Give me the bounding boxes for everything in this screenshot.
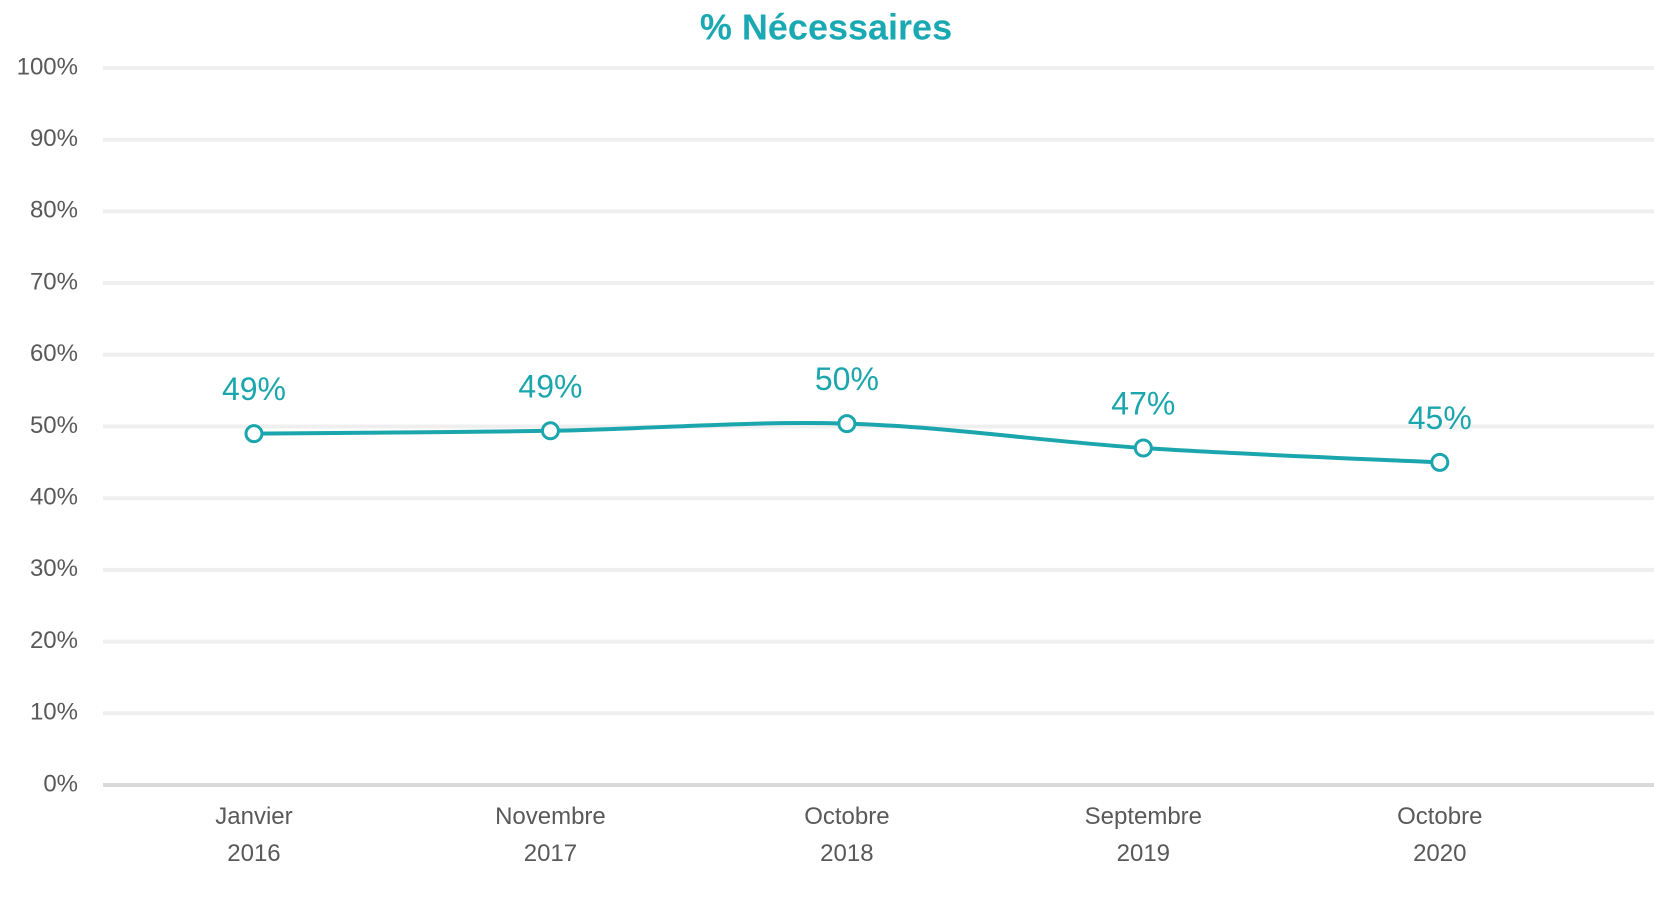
- y-tick-label: 40%: [30, 484, 78, 511]
- y-tick-label: 90%: [30, 125, 78, 152]
- point: [540, 421, 560, 441]
- x-tick-label: Septembre 2019: [1085, 803, 1202, 867]
- point: [244, 424, 264, 444]
- chart-title: % Nécessaires: [700, 7, 952, 48]
- y-tick-label: 20%: [30, 627, 78, 654]
- y-tick-label: 50%: [30, 412, 78, 439]
- x-tick-label: Novembre 2017: [495, 803, 606, 867]
- x-tick-label: Octobre 2018: [804, 803, 889, 867]
- data-label: 49%: [518, 368, 582, 404]
- point: [837, 414, 857, 434]
- data-label: 50%: [815, 361, 879, 397]
- y-tick-label: 70%: [30, 268, 78, 295]
- point: [1133, 438, 1153, 458]
- y-tick-label: 10%: [30, 699, 78, 726]
- y-tick-label: 0%: [43, 770, 78, 797]
- data-label: 47%: [1111, 385, 1175, 421]
- data-label: 49%: [222, 371, 286, 407]
- point: [1430, 452, 1450, 472]
- y-tick-label: 60%: [30, 340, 78, 367]
- x-tick-label: Octobre 2020: [1397, 803, 1482, 867]
- y-tick-label: 100%: [17, 53, 78, 80]
- data-label: 45%: [1408, 400, 1472, 436]
- y-tick-label: 30%: [30, 555, 78, 582]
- y-tick-label: 80%: [30, 197, 78, 224]
- x-tick-label: Janvier 2016: [215, 803, 292, 867]
